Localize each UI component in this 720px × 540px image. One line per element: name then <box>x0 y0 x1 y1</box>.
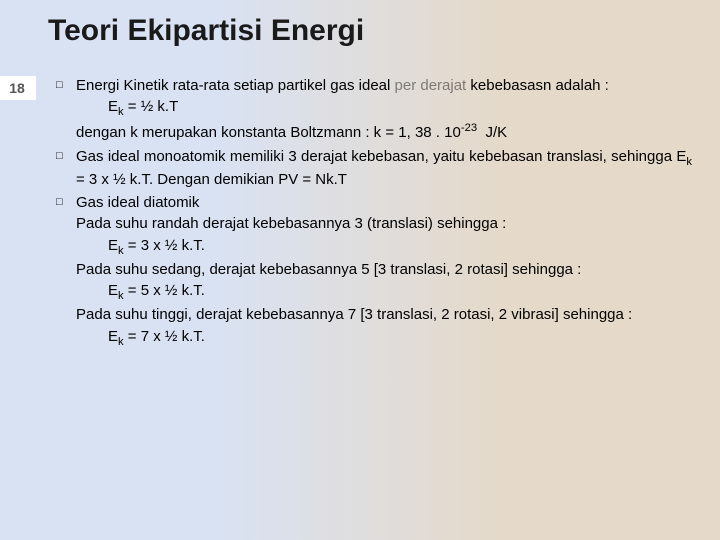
bullet-icon: □ <box>56 147 76 191</box>
slide-title: Teori Ekipartisi Energi <box>48 14 364 48</box>
list-item: □Gas ideal monoatomik memiliki 3 derajat… <box>56 147 692 191</box>
list-item: □Energi Kinetik rata-rata setiap partike… <box>56 76 692 145</box>
list-item-line: Pada suhu sedang, derajat kebebasannya 5… <box>76 260 692 280</box>
list-item-line: Ek = 3 x ½ k.T. <box>76 236 692 259</box>
bullet-icon: □ <box>56 76 76 145</box>
list-item-body: Energi Kinetik rata-rata setiap partikel… <box>76 76 692 145</box>
bullet-icon: □ <box>56 193 76 351</box>
list-item-lead: Gas ideal diatomik <box>76 193 692 213</box>
list-item-line: Pada suhu randah derajat kebebasannya 3 … <box>76 214 692 234</box>
list-item: □Gas ideal diatomikPada suhu randah dera… <box>56 193 692 351</box>
list-item-lead: Gas ideal monoatomik memiliki 3 derajat … <box>76 147 692 190</box>
list-item-line: Pada suhu tinggi, derajat kebebasannya 7… <box>76 305 692 325</box>
slide-content: □Energi Kinetik rata-rata setiap partike… <box>56 76 692 353</box>
page-number: 18 <box>0 76 36 100</box>
list-item-line: Ek = 5 x ½ k.T. <box>76 281 692 304</box>
list-item-line: Ek = ½ k.T <box>76 97 692 120</box>
list-item-body: Gas ideal diatomikPada suhu randah deraj… <box>76 193 692 351</box>
list-item-line: Ek = 7 x ½ k.T. <box>76 327 692 350</box>
list-item-body: Gas ideal monoatomik memiliki 3 derajat … <box>76 147 692 191</box>
list-item-lead: Energi Kinetik rata-rata setiap partikel… <box>76 76 692 96</box>
list-item-line: dengan k merupakan konstanta Boltzmann :… <box>76 121 692 143</box>
